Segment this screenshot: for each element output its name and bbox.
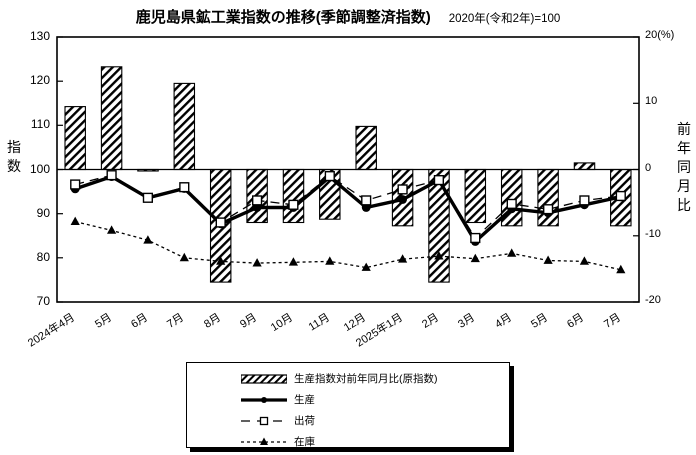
- y-axis-right-tick-label: 10: [645, 95, 658, 108]
- data-point-marker: [616, 264, 626, 274]
- y-axis-right-tick-label: -10: [645, 227, 661, 240]
- data-point-marker: [215, 217, 226, 228]
- data-point-marker: [252, 258, 262, 267]
- data-point-marker: [143, 235, 153, 244]
- chart-header: 鹿児島県鉱工業指数の推移(季節調整済指数) 2020年(令和2年)=100: [0, 6, 696, 27]
- data-point-marker: [179, 182, 190, 193]
- data-point-marker: [433, 174, 445, 186]
- dotted-line-triangle-icon: [241, 436, 287, 448]
- y-axis-right-tick-label: 0: [645, 161, 652, 174]
- y-axis-right-title-char: 年: [677, 140, 691, 156]
- y-axis-right-title-char: 比: [677, 197, 691, 213]
- data-point-marker: [361, 262, 371, 271]
- data-point-marker: [398, 254, 408, 263]
- y-axis-left-tick-label: 80: [36, 249, 50, 264]
- bar-production-yoy: [100, 66, 123, 171]
- legend-label: 出荷: [294, 415, 315, 427]
- y-axis-left-title: 指 数: [6, 138, 22, 176]
- data-point-marker: [470, 232, 481, 244]
- bar-production-yoy: [173, 82, 196, 171]
- data-point-marker: [397, 184, 408, 195]
- legend-label: 生産: [294, 394, 315, 406]
- y-axis-left-tick-label: 110: [30, 117, 50, 132]
- data-point-marker: [579, 195, 590, 206]
- data-point-marker: [106, 170, 117, 181]
- bar-production-yoy: [573, 162, 596, 171]
- data-point-marker: [107, 225, 117, 234]
- data-point-marker: [142, 192, 154, 203]
- data-point-marker: [179, 252, 189, 262]
- data-point-marker: [543, 255, 553, 264]
- data-point-marker: [251, 195, 263, 206]
- y-axis-left-tick-label: 120: [29, 73, 50, 88]
- data-point-marker: [325, 256, 335, 265]
- data-point-marker: [70, 216, 80, 225]
- legend-label: 在庫: [294, 436, 315, 448]
- data-point-marker: [434, 251, 444, 260]
- data-point-marker: [324, 170, 335, 182]
- page-title: 鹿児島県鉱工業指数の推移(季節調整済指数): [135, 9, 431, 26]
- bar-production-yoy: [537, 168, 559, 227]
- data-point-marker: [70, 179, 81, 190]
- bar-production-yoy: [464, 168, 487, 224]
- y-axis-left-tick-label: 70: [36, 294, 50, 308]
- y-axis-right-tick-label: -20: [645, 294, 661, 306]
- y-axis-left-tick-label: 130: [29, 29, 50, 43]
- y-axis-left-title-char: 数: [7, 158, 21, 174]
- y-axis-right-title-char: 同: [677, 159, 691, 175]
- y-axis-right-title: 前 年 同 月 比: [676, 120, 692, 215]
- legend-label: 生産指数対前年同月比(原指数): [294, 373, 438, 385]
- legend-item-inventory: 在庫: [187, 431, 509, 452]
- series-line-在庫: [75, 220, 621, 271]
- data-point-marker: [216, 256, 226, 265]
- y-axis-left-tick-label: 90: [36, 205, 50, 220]
- data-point-marker: [507, 248, 517, 257]
- series-line-出荷: [75, 174, 621, 239]
- bar-production-yoy: [355, 125, 377, 171]
- y-axis-right-title-char: 前: [677, 121, 691, 137]
- data-point-marker: [543, 204, 554, 215]
- solid-line-circle-icon: [241, 394, 287, 406]
- y-axis-left-tick-label: 100: [29, 161, 50, 176]
- legend-item-production: 生産: [187, 389, 509, 410]
- hatched-bar-icon: [241, 373, 287, 385]
- data-point-marker: [506, 198, 517, 210]
- bar-production-yoy: [282, 168, 305, 224]
- legend-item-production-yoy: 生産指数対前年同月比(原指数): [187, 368, 509, 389]
- y-axis-right-title-char: 月: [677, 178, 691, 194]
- series-line-生産: [74, 174, 622, 244]
- data-point-marker: [361, 195, 372, 206]
- bar-production-yoy: [64, 106, 86, 171]
- data-point-marker: [579, 256, 589, 265]
- data-point-marker: [470, 253, 480, 263]
- legend-item-shipment: 出荷: [187, 410, 509, 431]
- data-point-marker: [615, 190, 626, 202]
- y-axis-right-tick-label: 20(%): [645, 29, 675, 41]
- data-point-marker: [398, 195, 407, 204]
- chart-legend: 生産指数対前年同月比(原指数) 生産 出荷: [186, 362, 510, 448]
- y-axis-left-title-char: 指: [7, 139, 21, 155]
- data-point-marker: [288, 199, 299, 210]
- data-point-marker: [288, 257, 298, 266]
- bar-production-yoy: [428, 168, 450, 283]
- dashed-line-square-icon: [241, 415, 287, 427]
- chart-subtitle: 2020年(令和2年)=100: [448, 13, 561, 25]
